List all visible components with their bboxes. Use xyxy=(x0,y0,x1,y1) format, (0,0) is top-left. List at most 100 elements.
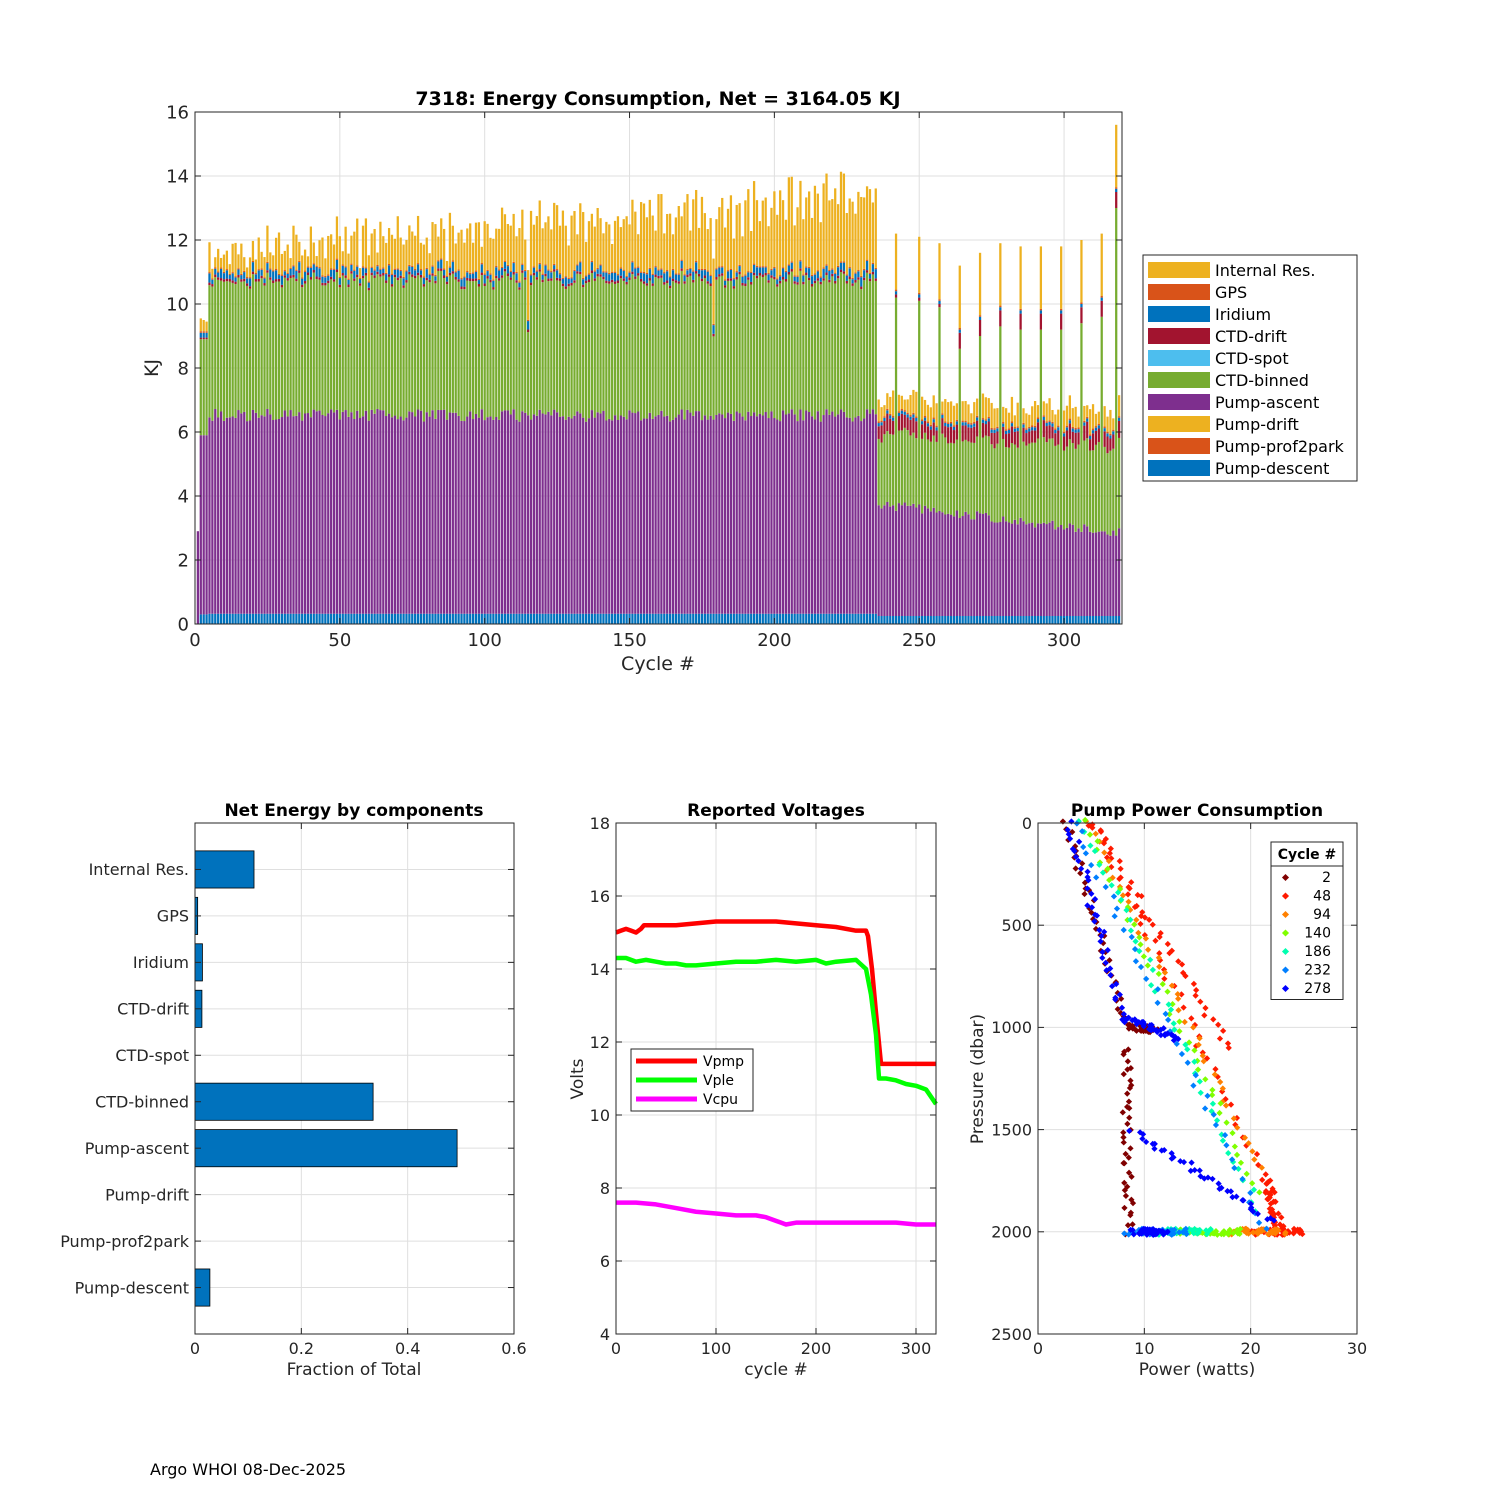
energy-bar-segment xyxy=(350,235,353,264)
energy-bar-segment xyxy=(576,234,579,265)
energy-bar-segment xyxy=(361,225,365,267)
energy-bar-segment xyxy=(741,613,744,624)
pump-power-point xyxy=(1175,995,1182,1002)
energy-bar-segment xyxy=(605,420,608,614)
pump-power-point xyxy=(1099,954,1106,962)
energy-bar-segment xyxy=(805,275,808,411)
energy-bar-segment xyxy=(981,419,985,423)
energy-bar-segment xyxy=(660,410,663,614)
pump-power-point xyxy=(1204,1174,1212,1181)
energy-bar-segment xyxy=(248,278,252,287)
energy-bar-segment xyxy=(593,280,596,418)
energy-bar-segment xyxy=(1112,431,1115,435)
energy-bar-segment xyxy=(695,189,698,261)
energy-bar-segment xyxy=(402,287,405,421)
energy-bar-segment xyxy=(892,416,895,418)
energy-bar-segment xyxy=(1077,416,1080,428)
energy-bar-segment xyxy=(251,240,255,261)
energy-bar-segment xyxy=(532,275,536,415)
energy-bar-segment xyxy=(961,516,964,616)
energy-bar-segment xyxy=(466,613,469,624)
energy-bar-segment xyxy=(608,283,611,419)
energy-bar-segment xyxy=(286,613,289,624)
energy-bar-segment xyxy=(912,432,915,504)
energy-bar-segment xyxy=(628,272,631,278)
energy-bar-segment xyxy=(214,277,217,409)
energy-bar-segment xyxy=(900,430,903,506)
energy-bar-segment xyxy=(741,276,744,283)
energy-bar-segment xyxy=(225,278,228,282)
pump-power-point xyxy=(1196,1167,1203,1174)
energy-bar-segment xyxy=(544,414,547,614)
energy-bar-segment xyxy=(938,304,941,308)
energy-bar-segment xyxy=(211,279,214,285)
pump-power-point xyxy=(1114,889,1122,896)
energy-bar-segment xyxy=(932,422,935,436)
energy-bar-segment xyxy=(842,411,846,614)
energy-bar-segment xyxy=(553,409,556,614)
energy-bar-segment xyxy=(358,418,362,614)
energy-bar-segment xyxy=(535,415,538,614)
energy-bar-segment xyxy=(651,283,654,286)
energy-bar-segment xyxy=(202,337,205,340)
energy-bar-segment xyxy=(1051,426,1054,439)
energy-bar-segment xyxy=(1094,616,1098,624)
pump-power-point xyxy=(1072,865,1079,872)
energy-bar-segment xyxy=(353,613,356,624)
energy-bar-segment xyxy=(993,616,996,624)
energy-bar-segment xyxy=(735,276,738,280)
energy-bar-segment xyxy=(773,418,776,614)
energy-bar-segment xyxy=(457,269,460,271)
energy-bar-segment xyxy=(573,271,576,281)
energy-bar-segment xyxy=(584,421,588,614)
pump-power-point xyxy=(1210,1016,1217,1023)
energy-bar-segment xyxy=(518,282,521,288)
energy-bar-segment xyxy=(703,613,706,624)
energy-bar-segment xyxy=(503,271,507,411)
energy-bar-segment xyxy=(579,613,582,624)
energy-bar-segment xyxy=(280,613,284,624)
energy-bar-segment xyxy=(648,280,651,413)
energy-bar-segment xyxy=(860,613,863,624)
energy-bar-segment xyxy=(865,272,869,410)
energy-bar-segment xyxy=(970,427,973,443)
energy-bar-segment xyxy=(790,261,793,263)
pump-power-point xyxy=(1104,865,1111,872)
energy-bar-segment xyxy=(243,613,246,624)
energy-bar-segment xyxy=(671,278,675,282)
energy-bar-segment xyxy=(289,258,292,268)
energy-bar-segment xyxy=(808,268,811,278)
energy-bar-segment xyxy=(1028,428,1031,432)
energy-bar-segment xyxy=(512,274,515,410)
energy-bar-segment xyxy=(587,281,591,419)
energy-bar-segment xyxy=(758,267,762,273)
energy-bar-segment xyxy=(984,397,987,420)
energy-bar-segment xyxy=(573,211,576,270)
energy-bar-segment xyxy=(469,274,472,279)
energy-bar-segment xyxy=(303,249,307,271)
energy-bar-segment xyxy=(894,510,898,616)
energy-bar-segment xyxy=(422,284,425,287)
energy-bar-segment xyxy=(776,613,779,624)
energy-bar-segment xyxy=(981,418,985,420)
pump-power-point xyxy=(1100,839,1107,846)
energy-bar-segment xyxy=(1007,433,1011,448)
energy-bar-segment xyxy=(332,244,336,269)
pump-power-point xyxy=(1129,1221,1136,1228)
energy-bar-segment xyxy=(651,418,654,614)
energy-bar-segment xyxy=(886,501,889,616)
energy-bar-segment xyxy=(454,271,457,273)
pump-power-point xyxy=(1161,975,1168,982)
energy-bar-segment xyxy=(463,613,466,624)
energy-bar-segment xyxy=(590,270,594,274)
energy-bar-segment xyxy=(767,226,770,274)
energy-bar-segment xyxy=(419,613,423,624)
energy-bar-segment xyxy=(280,253,284,275)
energy-bar-segment xyxy=(1019,313,1022,330)
energy-bar-segment xyxy=(541,282,544,414)
energy-bar-segment xyxy=(634,276,637,279)
energy-bar-segment xyxy=(816,411,819,614)
pump-power-point xyxy=(1123,907,1130,914)
energy-bar-segment xyxy=(703,278,706,416)
pump-power-point xyxy=(1131,903,1139,911)
